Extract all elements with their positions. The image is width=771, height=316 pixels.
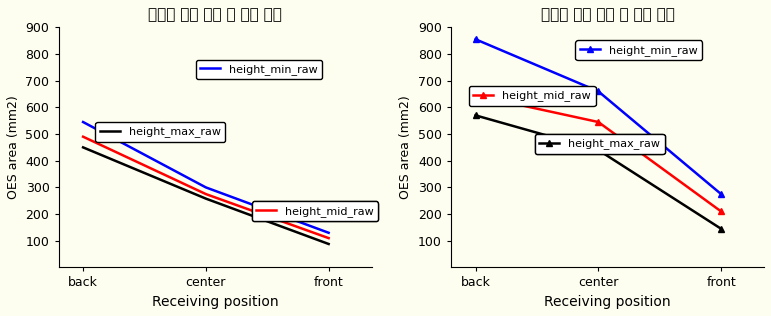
Y-axis label: OES area (mm2): OES area (mm2) — [399, 95, 412, 199]
X-axis label: Receiving position: Receiving position — [152, 295, 278, 309]
Y-axis label: OES area (mm2): OES area (mm2) — [7, 95, 20, 199]
X-axis label: Receiving position: Receiving position — [544, 295, 671, 309]
Legend: height_mid_raw: height_mid_raw — [252, 201, 379, 221]
Legend: height_max_raw: height_max_raw — [535, 134, 665, 154]
Title: 계산상 수광 위치 별 영역 크기: 계산상 수광 위치 별 영역 크기 — [148, 7, 282, 22]
Title: 측정상 수광 위치 별 영역 크기: 측정상 수광 위치 별 영역 크기 — [540, 7, 675, 22]
